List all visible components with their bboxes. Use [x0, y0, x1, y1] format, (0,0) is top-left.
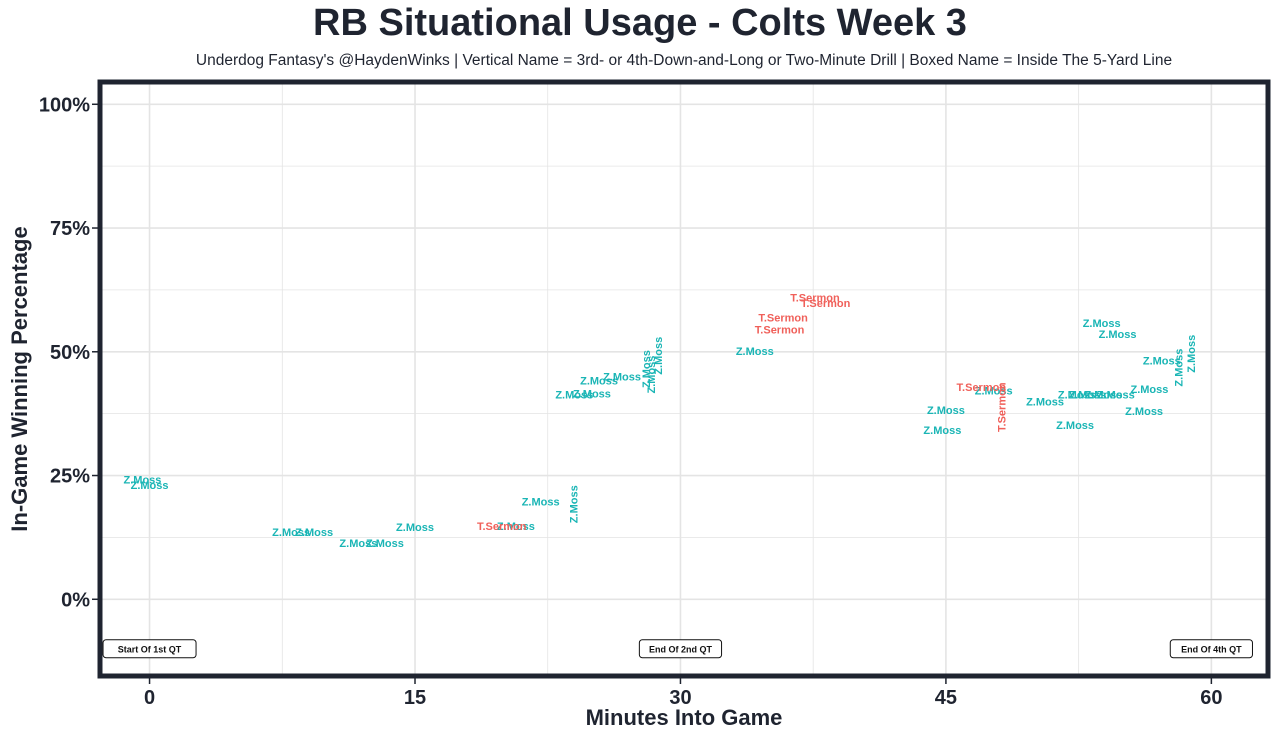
x-axis-title: Minutes Into Game: [586, 705, 783, 730]
point-label: Z.Moss: [568, 485, 580, 523]
point-label: Z.Moss: [1084, 389, 1122, 401]
point-label: Z.Moss: [339, 538, 377, 550]
point-label: T.Sermon: [790, 292, 840, 304]
point-label: Z.Moss: [646, 356, 658, 394]
point-label: Z.Moss: [736, 346, 774, 358]
x-tick-label: 0: [144, 687, 155, 709]
point-label: Z.Moss: [124, 474, 162, 486]
point-label: Z.Moss: [1083, 318, 1121, 330]
data-points: Z.MossZ.MossZ.MossZ.MossZ.MossZ.MossZ.Mo…: [124, 292, 1198, 550]
y-axis-title: In-Game Winning Percentage: [7, 226, 32, 531]
point-label: Z.Moss: [1174, 349, 1186, 387]
point-label: Z.Moss: [923, 425, 961, 437]
point-label: Z.Moss: [1099, 329, 1137, 341]
point-label: Z.Moss: [1069, 389, 1107, 401]
point-label: Z.Moss: [975, 385, 1013, 397]
point-label: T.Sermon: [755, 324, 805, 336]
point-label: Z.Moss: [396, 522, 434, 534]
point-label: T.Sermon: [477, 521, 527, 533]
quarter-label-box: [102, 639, 197, 659]
y-axis-ticks: 0% 25% 50% 75% 100%: [39, 94, 98, 611]
y-tick-label: 50%: [50, 342, 90, 364]
grid-lines: [100, 82, 1268, 676]
point-label: Z.Moss: [1186, 335, 1198, 373]
chart-subtitle: Underdog Fantasy's @HaydenWinks | Vertic…: [195, 52, 1173, 69]
plot-frame: [97, 79, 1271, 679]
point-label: Z.Moss: [580, 375, 618, 387]
y-tick-label: 25%: [50, 466, 90, 488]
point-label: Z.Moss: [131, 480, 169, 492]
point-label: Z.Moss: [1058, 389, 1096, 401]
chart-title: RB Situational Usage - Colts Week 3: [313, 2, 967, 44]
quarter-label-box: [1169, 639, 1253, 659]
point-label: Z.Moss: [603, 372, 641, 384]
point-label: T.Sermon: [801, 298, 851, 310]
point-label: Z.Moss: [497, 521, 535, 533]
point-label: T.Sermon: [758, 313, 808, 325]
point-label: Z.Moss: [295, 527, 333, 539]
point-label: Z.Moss: [1097, 389, 1135, 401]
quarter-label: End Of 2nd QT: [649, 644, 712, 654]
point-label: Z.Moss: [653, 337, 665, 375]
x-tick-label: 45: [935, 687, 957, 709]
point-label: Z.Moss: [1026, 396, 1064, 408]
y-tick-label: 75%: [50, 218, 90, 240]
point-label: Z.Moss: [366, 538, 404, 550]
x-axis-ticks: 0 15 30 45 60: [144, 678, 1222, 709]
point-label: Z.Moss: [1125, 406, 1163, 418]
quarter-labels: Start Of 1st QT End Of 2nd QT End Of 4th Q…: [102, 639, 1253, 659]
quarter-label: End Of 4th QT: [1181, 644, 1242, 654]
quarter-label-box: [638, 639, 723, 659]
y-tick-label: 0%: [61, 589, 90, 611]
quarter-label: Start Of 1st QT: [118, 644, 182, 654]
x-tick-label: 15: [404, 687, 426, 709]
point-label: Z.Moss: [1056, 420, 1094, 432]
point-label: Z.Moss: [927, 405, 965, 417]
x-tick-label: 60: [1200, 687, 1222, 709]
point-label: Z.Moss: [1130, 384, 1168, 396]
point-label: Z.Moss: [555, 389, 593, 401]
y-tick-label: 100%: [39, 94, 90, 116]
point-label: Z.Moss: [522, 496, 560, 508]
x-tick-label: 30: [669, 687, 691, 709]
point-label: Z.Moss: [573, 388, 611, 400]
point-label: T.Sermon: [957, 382, 1007, 394]
point-label: Z.Moss: [272, 527, 310, 539]
point-label: Z.Moss: [641, 350, 653, 388]
point-label: T.Sermon: [997, 382, 1009, 432]
point-label: Z.Moss: [1143, 356, 1181, 368]
